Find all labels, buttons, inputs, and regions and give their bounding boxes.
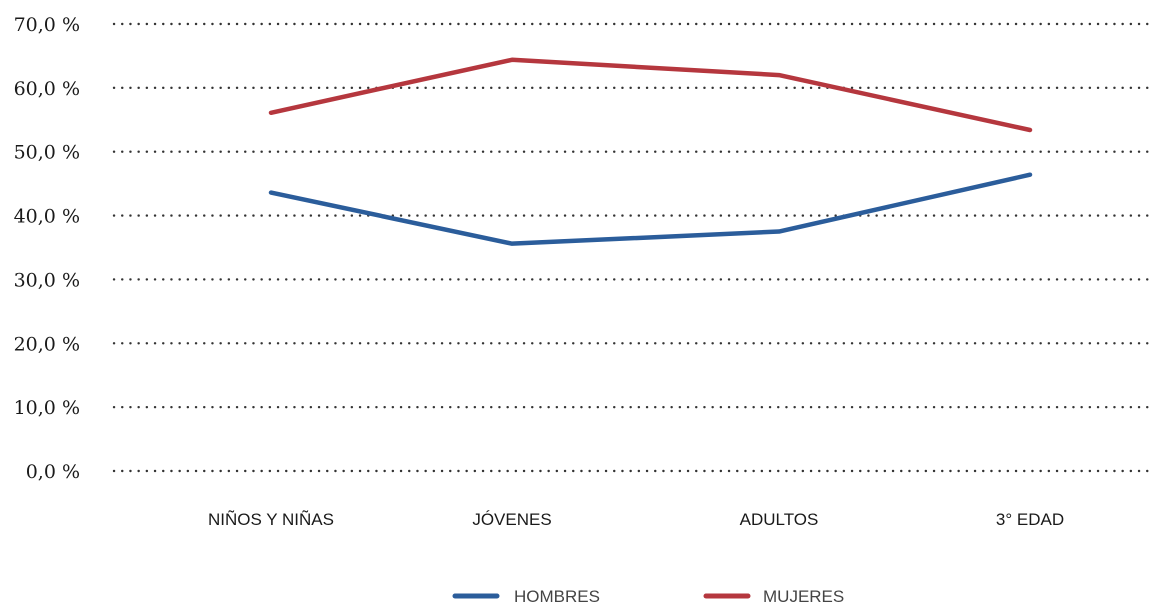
y-tick-label: 10,0 %: [14, 397, 80, 419]
x-axis-tick-labels: NIÑOS Y NIÑAS JÓVENES ADULTOS 3° EDAD: [208, 510, 1064, 529]
x-tick-label: NIÑOS Y NIÑAS: [208, 510, 334, 529]
y-tick-label: 40,0 %: [14, 206, 80, 228]
legend-label-hombres: HOMBRES: [514, 587, 600, 606]
y-tick-label: 30,0 %: [14, 269, 80, 291]
y-tick-label: 60,0 %: [14, 78, 80, 100]
series-line-mujeres: [268, 57, 1033, 133]
y-tick-label: 0,0 %: [26, 461, 80, 483]
y-tick-label: 70,0 %: [14, 14, 80, 36]
gridlines: [112, 22, 1152, 473]
x-tick-label: ADULTOS: [740, 510, 819, 529]
series-line-hombres: [268, 172, 1033, 246]
legend-label-mujeres: MUJERES: [763, 587, 844, 606]
legend: HOMBRES MUJERES: [452, 587, 844, 606]
x-tick-label: 3° EDAD: [996, 510, 1064, 529]
x-tick-label: JÓVENES: [472, 510, 551, 529]
y-tick-label: 20,0 %: [14, 333, 80, 355]
y-tick-label: 50,0 %: [14, 142, 80, 164]
data-series: [268, 57, 1033, 246]
y-axis-tick-labels: 0,0 % 10,0 % 20,0 % 30,0 % 40,0 % 50,0 % 60,0 …: [14, 14, 80, 483]
